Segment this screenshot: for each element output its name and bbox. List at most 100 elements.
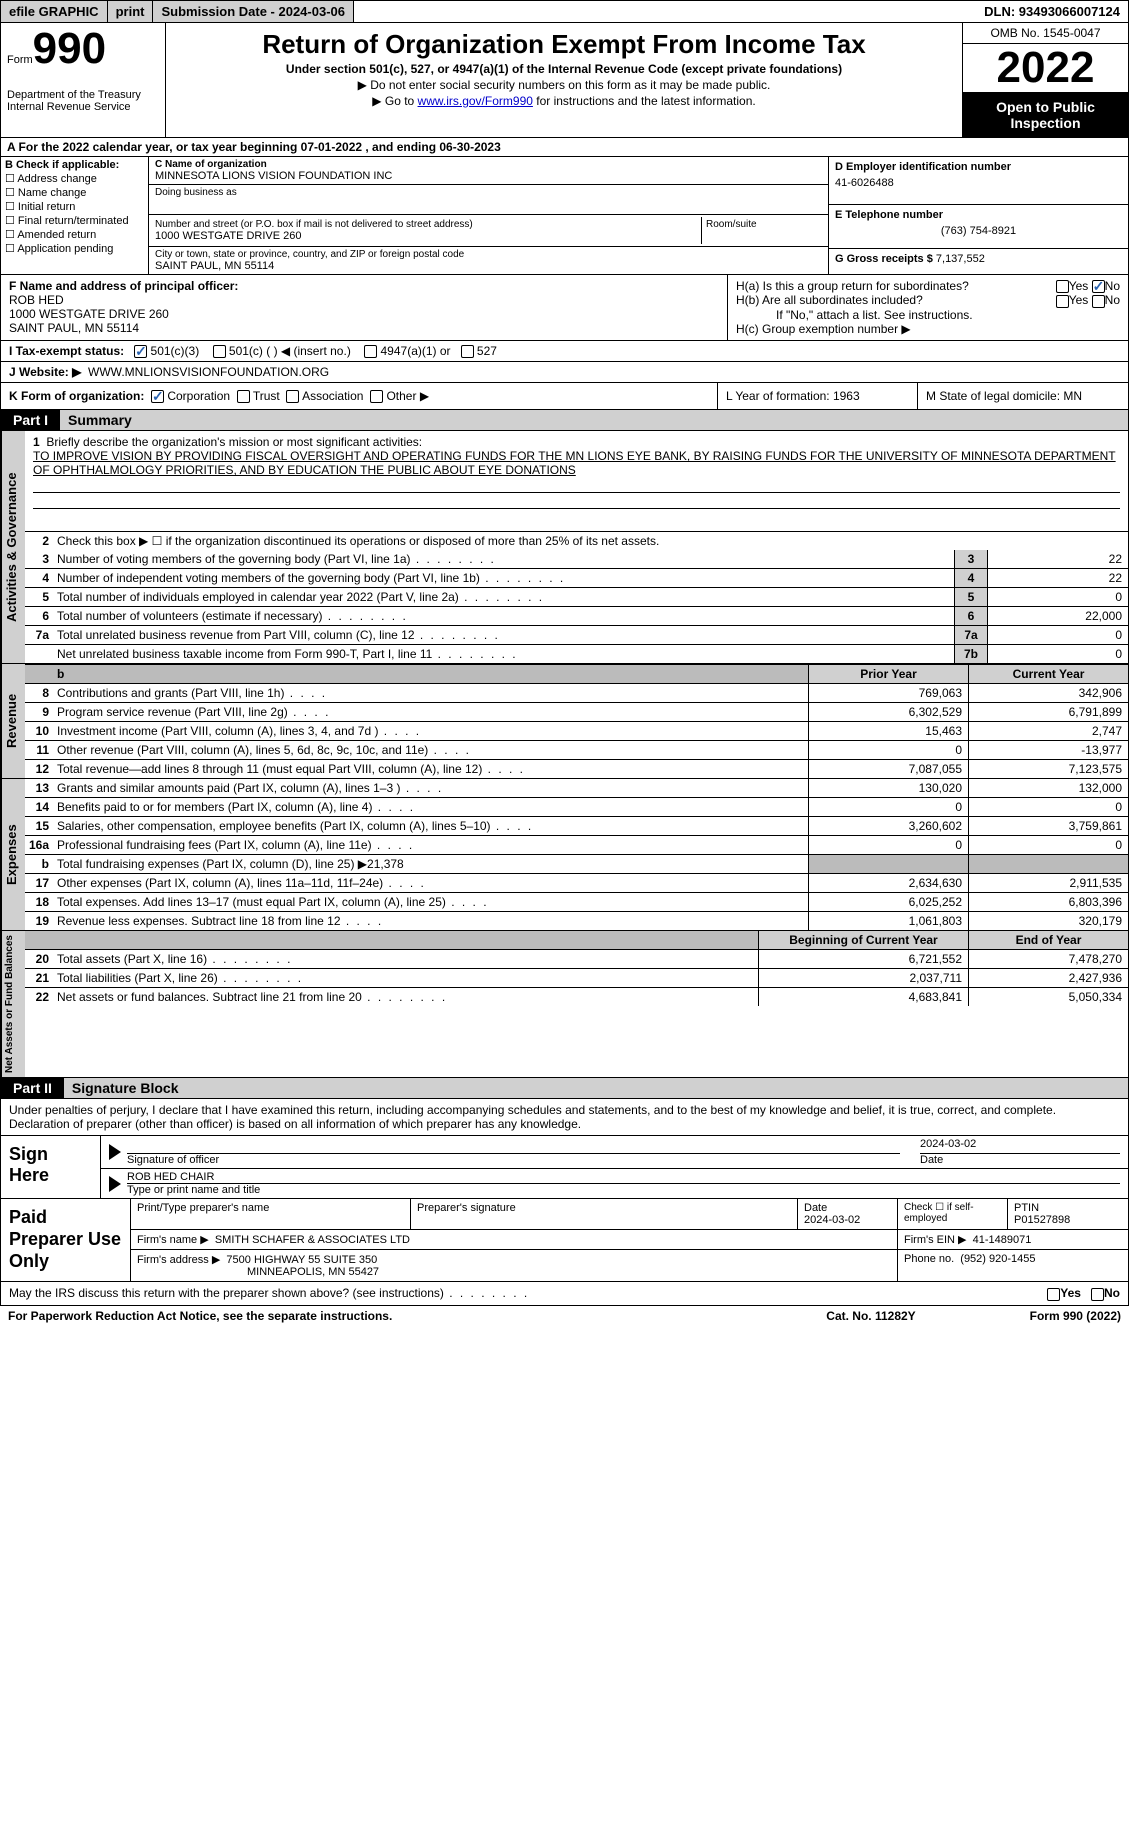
- expenses-label: Expenses: [1, 779, 25, 930]
- form-subtitle: Under section 501(c), 527, or 4947(a)(1)…: [176, 62, 952, 76]
- arrow-icon: [109, 1144, 121, 1160]
- gross-receipts: 7,137,552: [936, 253, 985, 265]
- firm-addr1: 7500 HIGHWAY 55 SUITE 350: [226, 1254, 377, 1266]
- summary-line: 5 Total number of individuals employed i…: [25, 588, 1128, 607]
- omb-number: OMB No. 1545-0047: [963, 23, 1128, 44]
- hb-no-checkbox[interactable]: [1092, 295, 1105, 308]
- dln: DLN: 93493066007124: [976, 1, 1128, 22]
- city-label: City or town, state or province, country…: [155, 249, 822, 260]
- summary-line: 6 Total number of volunteers (estimate i…: [25, 607, 1128, 626]
- status-501c3-checkbox[interactable]: [134, 345, 147, 358]
- officer-addr1: 1000 WESTGATE DRIVE 260: [9, 307, 719, 321]
- revenue-block: Revenue b Prior Year Current Year 8 Cont…: [0, 664, 1129, 779]
- website-url: WWW.MNLIONSVISIONFOUNDATION.ORG: [88, 365, 329, 379]
- firm-addr-label: Firm's address ▶: [137, 1254, 220, 1266]
- paid-preparer-label: Paid Preparer Use Only: [1, 1199, 131, 1281]
- expense-line: 19 Revenue less expenses. Subtract line …: [25, 912, 1128, 930]
- firm-addr2: MINNEAPOLIS, MN 55427: [137, 1266, 891, 1278]
- ha-no-checkbox[interactable]: [1092, 280, 1105, 293]
- part1-num: Part I: [1, 410, 60, 430]
- firm-phone: (952) 920-1455: [960, 1253, 1035, 1265]
- mission-text: TO IMPROVE VISION BY PROVIDING FISCAL OV…: [33, 449, 1120, 477]
- sign-block: Sign Here Signature of officer 2024-03-0…: [0, 1136, 1129, 1199]
- g-label: G Gross receipts $: [835, 253, 933, 265]
- firm-ein-label: Firm's EIN ▶: [904, 1234, 967, 1246]
- revenue-line: 11 Other revenue (Part VIII, column (A),…: [25, 741, 1128, 760]
- print-button[interactable]: print: [108, 1, 154, 22]
- netassets-header-row: Beginning of Current Year End of Year: [25, 931, 1128, 950]
- hb-yes-checkbox[interactable]: [1056, 295, 1069, 308]
- netassets-line: 20 Total assets (Part X, line 16) 6,721,…: [25, 950, 1128, 969]
- klm-row: K Form of organization: Corporation Trus…: [0, 383, 1129, 410]
- year-formation: L Year of formation: 1963: [718, 383, 918, 409]
- part1-header: Part I Summary: [0, 410, 1129, 431]
- efile-button[interactable]: efile GRAPHIC: [1, 1, 108, 22]
- k-trust-checkbox[interactable]: [237, 390, 250, 403]
- dba-label: Doing business as: [155, 187, 822, 198]
- e-label: E Telephone number: [835, 209, 1122, 221]
- arrow-icon: [109, 1176, 121, 1192]
- tax-year-line: A For the 2022 calendar year, or tax yea…: [0, 138, 1129, 157]
- revenue-line: 10 Investment income (Part VIII, column …: [25, 722, 1128, 741]
- open-to-public: Open to Public Inspection: [963, 93, 1128, 137]
- expense-line: 18 Total expenses. Add lines 13–17 (must…: [25, 893, 1128, 912]
- section-bcdeg: B Check if applicable: ☐ Address change …: [0, 157, 1129, 275]
- revenue-label: Revenue: [1, 664, 25, 778]
- k-corp-checkbox[interactable]: [151, 390, 164, 403]
- governance-label: Activities & Governance: [1, 431, 25, 663]
- self-employed-check[interactable]: Check ☐ if self-employed: [898, 1199, 1008, 1229]
- check-address-change[interactable]: ☐ Address change: [5, 172, 144, 185]
- irs-label: Internal Revenue Service: [7, 101, 159, 113]
- check-final-return[interactable]: ☐ Final return/terminated: [5, 214, 144, 227]
- part1-title: Summary: [60, 410, 1128, 430]
- check-initial-return[interactable]: ☐ Initial return: [5, 200, 144, 213]
- summary-line: 4 Number of independent voting members o…: [25, 569, 1128, 588]
- perjury-statement: Under penalties of perjury, I declare th…: [0, 1099, 1129, 1136]
- firm-name: SMITH SCHAFER & ASSOCIATES LTD: [215, 1234, 410, 1246]
- status-4947-checkbox[interactable]: [364, 345, 377, 358]
- b-label: B Check if applicable:: [5, 159, 144, 171]
- form-number: 990: [33, 24, 106, 73]
- form-prefix: Form: [7, 54, 33, 66]
- d-label: D Employer identification number: [835, 161, 1122, 173]
- form-header: Form990 Department of the Treasury Inter…: [0, 23, 1129, 138]
- dept-treasury: Department of the Treasury: [7, 89, 159, 101]
- discuss-no-checkbox[interactable]: [1091, 1288, 1104, 1301]
- tax-exempt-status: I Tax-exempt status: 501(c)(3) 501(c) ( …: [0, 341, 1129, 362]
- k-assoc-checkbox[interactable]: [286, 390, 299, 403]
- cat-no: Cat. No. 11282Y: [781, 1309, 961, 1323]
- bottom-line: For Paperwork Reduction Act Notice, see …: [0, 1306, 1129, 1326]
- hb-label: H(b) Are all subordinates included?: [736, 293, 923, 307]
- room-suite-label: Room/suite: [702, 217, 822, 244]
- city-state-zip: SAINT PAUL, MN 55114: [155, 260, 822, 272]
- expense-line: 14 Benefits paid to or for members (Part…: [25, 798, 1128, 817]
- netassets-line: 22 Net assets or fund balances. Subtract…: [25, 988, 1128, 1006]
- officer-name: ROB HED: [9, 293, 719, 307]
- officer-print-name: ROB HED CHAIR: [127, 1171, 1120, 1184]
- top-bar: efile GRAPHIC print Submission Date - 20…: [0, 0, 1129, 23]
- org-name: MINNESOTA LIONS VISION FOUNDATION INC: [155, 170, 822, 182]
- summary-line: 7a Total unrelated business revenue from…: [25, 626, 1128, 645]
- netassets-label: Net Assets or Fund Balances: [1, 931, 25, 1077]
- check-application-pending[interactable]: ☐ Application pending: [5, 242, 144, 255]
- website-row: J Website: ▶ WWW.MNLIONSVISIONFOUNDATION…: [0, 362, 1129, 383]
- part2-header: Part II Signature Block: [0, 1078, 1129, 1099]
- netassets-block: Net Assets or Fund Balances Beginning of…: [0, 931, 1129, 1078]
- prep-print-label: Print/Type preparer's name: [131, 1199, 411, 1229]
- ha-yes-checkbox[interactable]: [1056, 280, 1069, 293]
- status-527-checkbox[interactable]: [461, 345, 474, 358]
- part2-title: Signature Block: [64, 1078, 1128, 1098]
- prep-sig-label: Preparer's signature: [411, 1199, 798, 1229]
- tax-year: 2022: [963, 44, 1128, 93]
- check-name-change[interactable]: ☐ Name change: [5, 186, 144, 199]
- status-501c-checkbox[interactable]: [213, 345, 226, 358]
- ptin: P01527898: [1014, 1214, 1122, 1226]
- k-other-checkbox[interactable]: [370, 390, 383, 403]
- revenue-line: 9 Program service revenue (Part VIII, li…: [25, 703, 1128, 722]
- check-amended-return[interactable]: ☐ Amended return: [5, 228, 144, 241]
- prep-date: 2024-03-02: [804, 1214, 891, 1226]
- irs-link[interactable]: www.irs.gov/Form990: [418, 94, 533, 108]
- discuss-yes-checkbox[interactable]: [1047, 1288, 1060, 1301]
- expense-line: 15 Salaries, other compensation, employe…: [25, 817, 1128, 836]
- firm-phone-label: Phone no.: [904, 1253, 954, 1265]
